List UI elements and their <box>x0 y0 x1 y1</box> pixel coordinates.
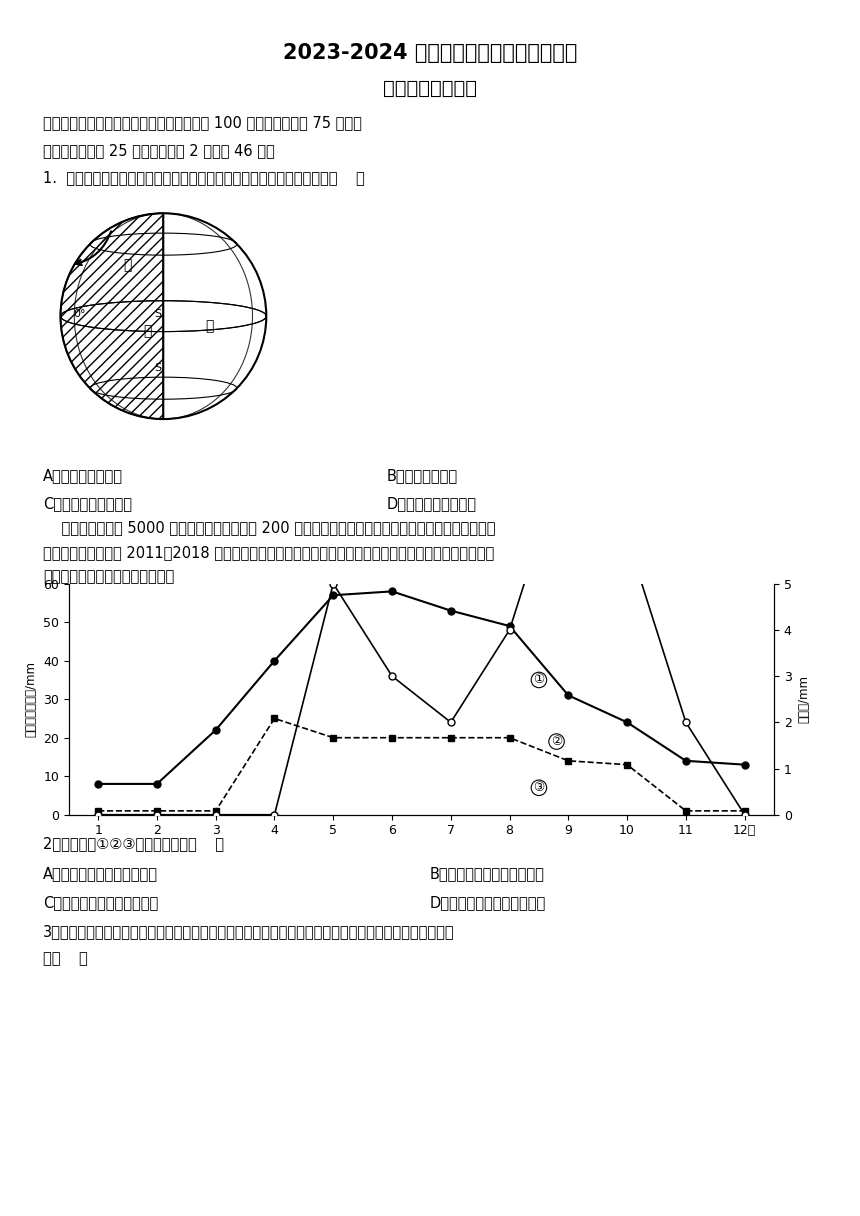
Text: 示）的逐月变化。完成下面小题。: 示）的逐月变化。完成下面小题。 <box>43 569 175 584</box>
Text: 3．若地下水的补给仅考虑降水和融雪的影响，该区域年内地下水位存在一个峰值，则该峰值大致出现在每: 3．若地下水的补给仅考虑降水和融雪的影响，该区域年内地下水位存在一个峰值，则该峰… <box>43 924 455 939</box>
Text: D．降水量、灌溉量、融雪量: D．降水量、灌溉量、融雪量 <box>430 895 546 910</box>
Text: 2023-2024 学年第二学期第一次月考检测: 2023-2024 学年第二学期第一次月考检测 <box>283 43 577 62</box>
Text: 年（    ）: 年（ ） <box>43 951 88 966</box>
Text: S: S <box>155 362 162 372</box>
Text: ③: ③ <box>533 781 544 794</box>
Text: D．甲的角速度较乙小: D．甲的角速度较乙小 <box>387 496 477 511</box>
Text: 0°: 0° <box>74 309 86 319</box>
Text: A．降水量、融雪量、灌溉量: A．降水量、融雪量、灌溉量 <box>43 866 158 880</box>
Text: 天山北坡从海拔 5000 多米的山地延伸到不足 200 米的准噶尔盆地腹地，主要土地覆盖类型为草地、裸: 天山北坡从海拔 5000 多米的山地延伸到不足 200 米的准噶尔盆地腹地，主要… <box>43 520 495 535</box>
Text: C．融雪量、灌溉量、降水量: C．融雪量、灌溉量、降水量 <box>43 895 158 910</box>
Text: C．乙的线速度较甲大: C．乙的线速度较甲大 <box>43 496 132 511</box>
Y-axis label: 降水量、融雪量/mm: 降水量、融雪量/mm <box>25 662 38 737</box>
Text: B．灌溉量、降水量、融雪量: B．灌溉量、降水量、融雪量 <box>430 866 545 880</box>
Text: ②: ② <box>551 734 562 748</box>
Text: 2．图中折线①②③依次代表的是（    ）: 2．图中折线①②③依次代表的是（ ） <box>43 837 224 851</box>
Text: 甲: 甲 <box>123 258 132 271</box>
Text: 地和耕地。下图示意 2011～2018 年该区域降水量、融雪量和灌溉量（均用平铺到整个区域上的水层厚度表: 地和耕地。下图示意 2011～2018 年该区域降水量、融雪量和灌溉量（均用平铺… <box>43 545 494 559</box>
Text: 一、单选题（共 25 小题，每小题 2 分，共 46 分）: 一、单选题（共 25 小题，每小题 2 分，共 46 分） <box>43 143 274 158</box>
Text: 本试卷分为选择题和非选择题两部分，共计 100 分，考试时间为 75 分钟。: 本试卷分为选择题和非选择题两部分，共计 100 分，考试时间为 75 分钟。 <box>43 116 362 130</box>
Text: S: S <box>155 309 162 319</box>
Text: 乙: 乙 <box>144 325 152 338</box>
Text: ①: ① <box>533 674 544 687</box>
Text: B．乙处在昏线上: B．乙处在昏线上 <box>387 468 458 483</box>
Text: 高二地理（选修）: 高二地理（选修） <box>383 79 477 98</box>
Y-axis label: 灌溉量/mm: 灌溉量/mm <box>797 675 810 724</box>
Text: A．乙在甲的东北方: A．乙在甲的东北方 <box>43 468 123 483</box>
Text: 1.  下图阴影为夜半球，箭头为地球自转方向，关于甲与乙的正确叙述是（    ）: 1. 下图阴影为夜半球，箭头为地球自转方向，关于甲与乙的正确叙述是（ ） <box>43 170 365 185</box>
Text: 丙: 丙 <box>206 320 214 333</box>
